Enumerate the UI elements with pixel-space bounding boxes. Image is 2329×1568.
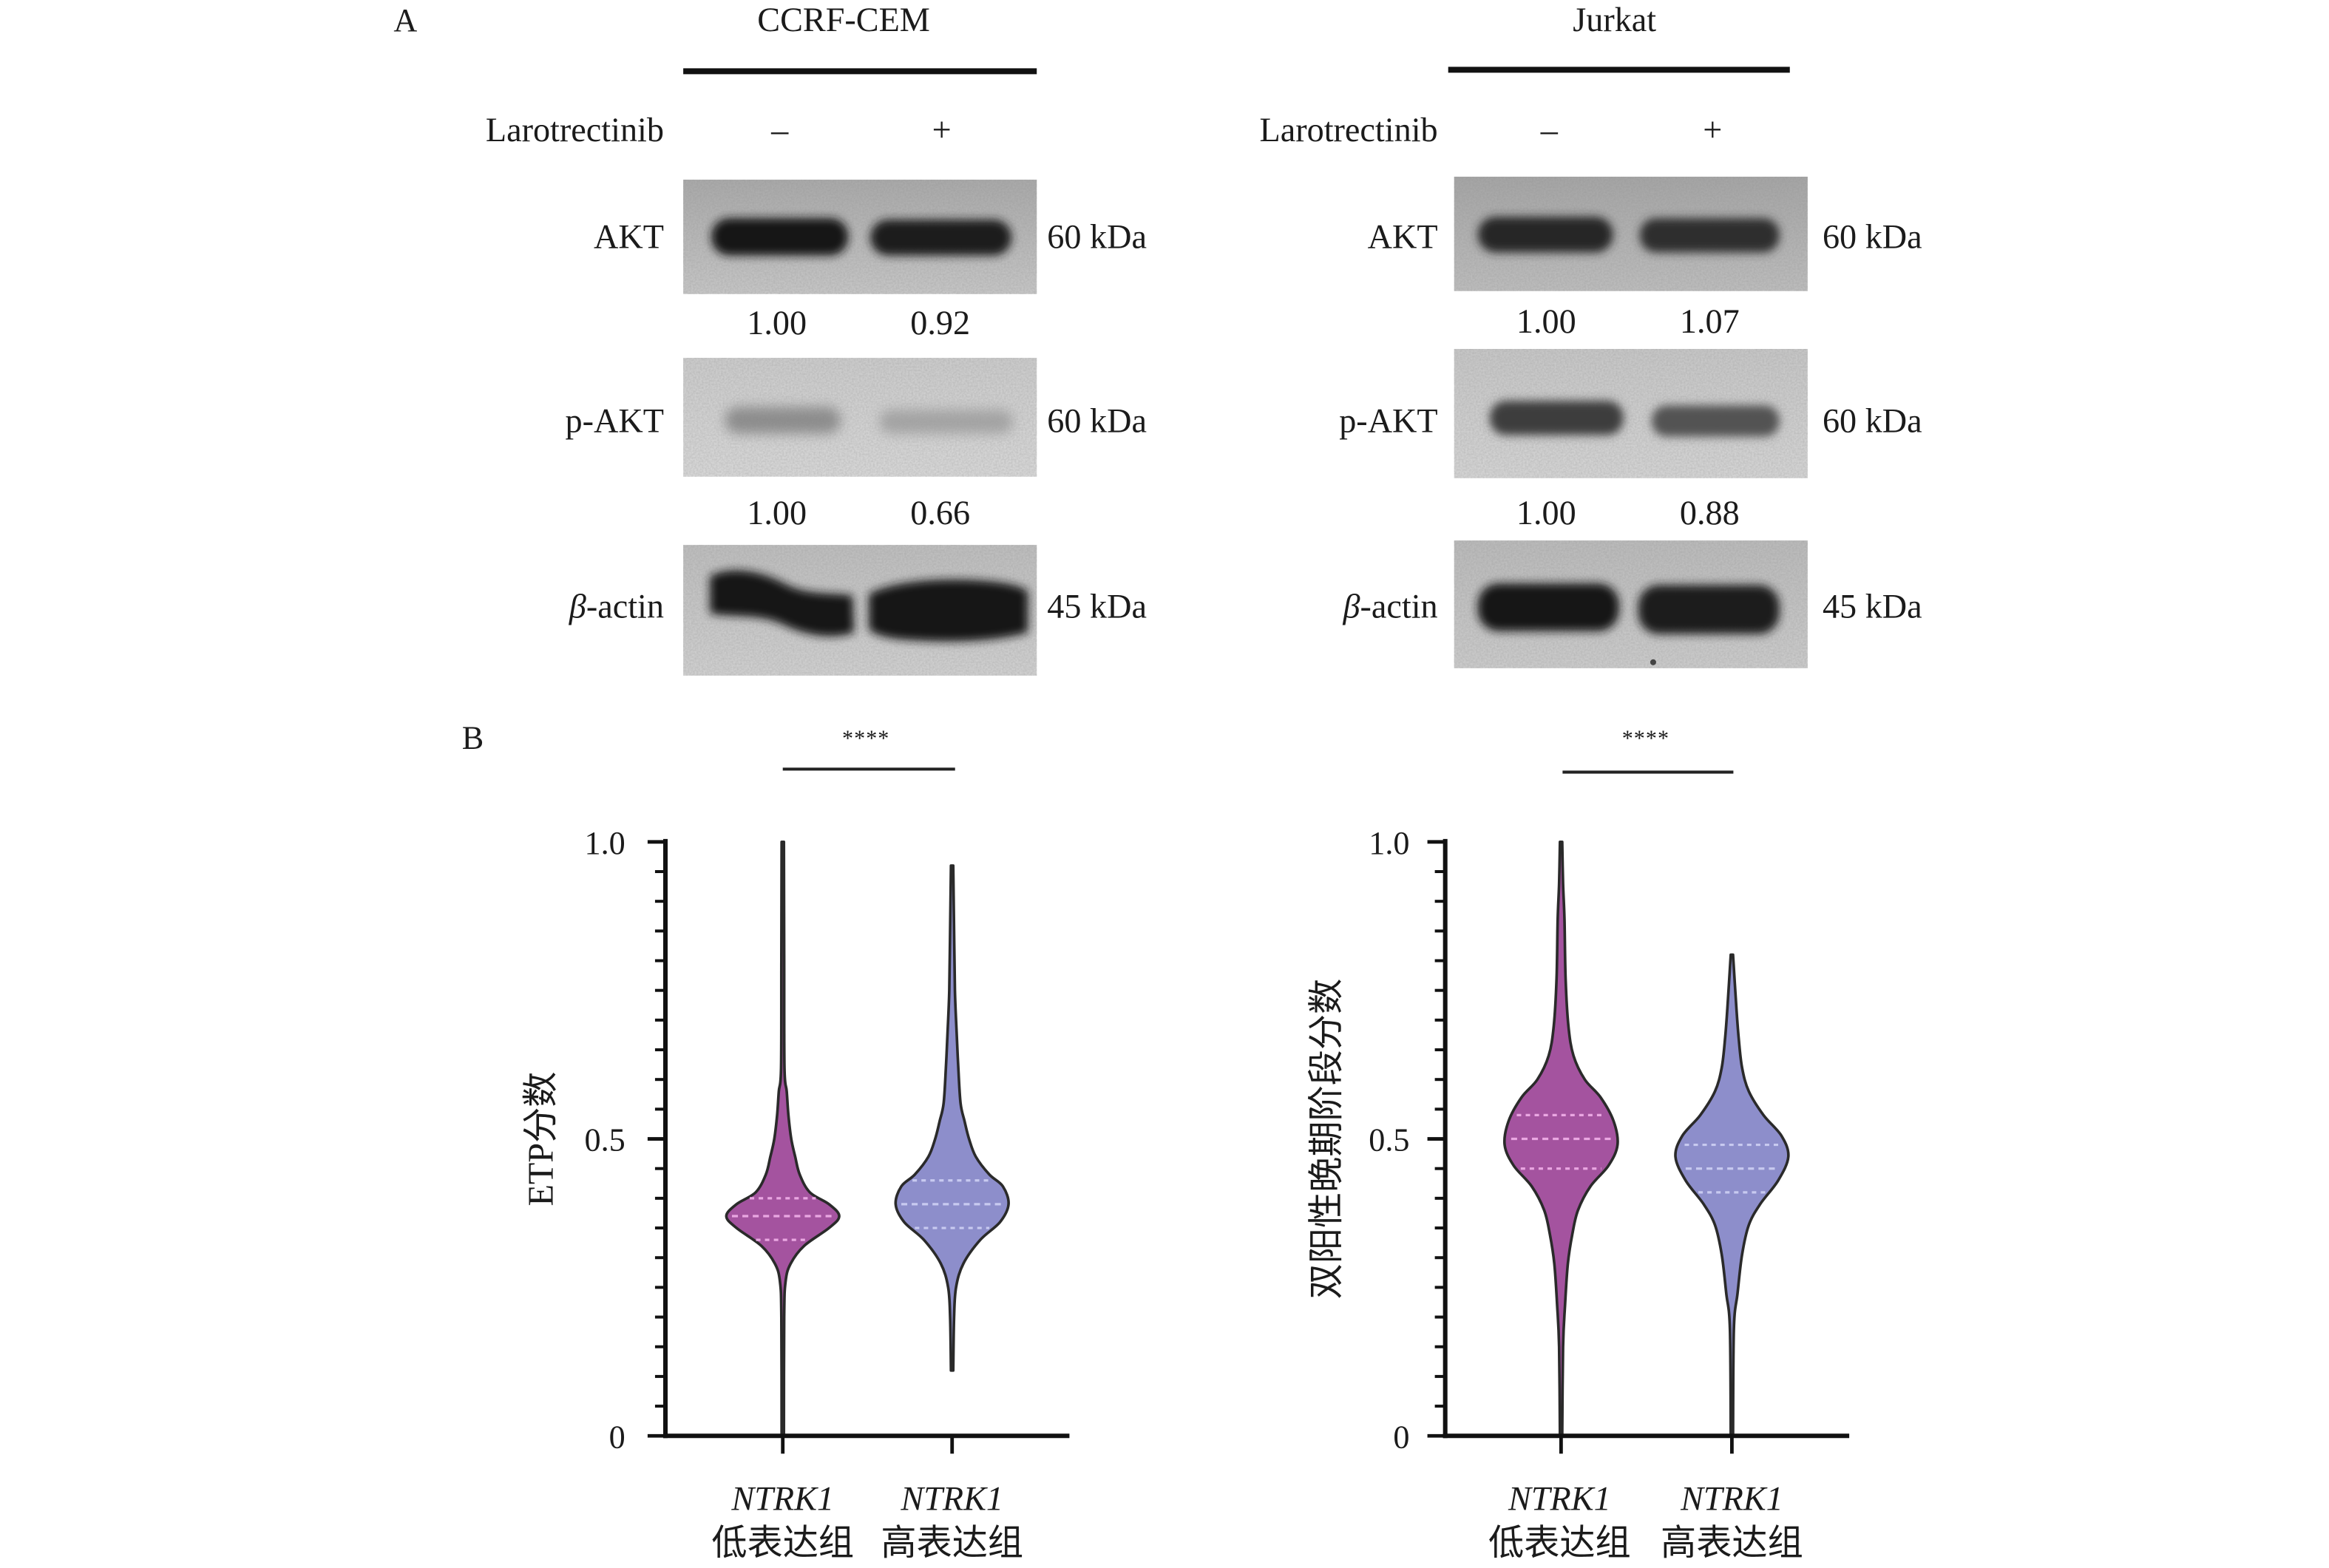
category-group-label: 低表达组 [711, 1524, 854, 1563]
treatment-label: Larotrectinib [486, 111, 664, 149]
violin-shape [1502, 841, 1619, 1438]
cell-line-title: Jurkat [1573, 1, 1656, 38]
band-lane-1 [710, 570, 855, 637]
molecular-weight: 60 kDa [1047, 401, 1147, 439]
blot-label: β-actin [569, 588, 664, 625]
violin-plot-etp: **** 0 0.5 1.0 ETP分数 NTRK1 低表达组 NTRK1 高表… [521, 725, 1070, 1563]
y-tick-label: 0.5 [585, 1122, 626, 1158]
violin-shape [1674, 953, 1790, 1438]
blot-label-greek: β [569, 588, 586, 625]
blot-label-greek: β [1342, 588, 1360, 625]
axis-ticks [647, 840, 955, 1454]
ratio-value: 1.00 [747, 304, 807, 342]
ratio-value: 0.92 [910, 304, 970, 342]
violin-shape [725, 841, 841, 1438]
band-lane-2 [1639, 218, 1780, 253]
violins [1502, 841, 1790, 1438]
panel-label-a: A [393, 2, 417, 38]
y-tick-label: 0.5 [1369, 1122, 1409, 1158]
blot-label: p-AKT [566, 401, 664, 439]
blot-label-rest: -actin [586, 588, 664, 625]
blot-p-akt [683, 358, 1037, 477]
blot-beta-actin [683, 545, 1037, 676]
band-lane-2 [869, 580, 1028, 642]
ratio-value: 0.66 [910, 494, 970, 532]
band-lane-2 [1651, 405, 1780, 437]
blot-label-rest: -actin [1360, 588, 1437, 625]
violins [725, 841, 1010, 1438]
blot-label: AKT [1368, 217, 1438, 255]
category-gene-label: NTRK1 [730, 1480, 834, 1518]
y-axis-title: 双阳性晚期阶段分数 [1307, 979, 1346, 1300]
ratio-value: 1.00 [747, 494, 807, 532]
category-group-label: 高表达组 [881, 1524, 1023, 1563]
panel-a: A CCRF-CEM Larotrectinib – + AKT 60 kDa … [393, 1, 1922, 676]
blot-label: p-AKT [1339, 401, 1437, 439]
blot-set-ccrf-cem: CCRF-CEM Larotrectinib – + AKT 60 kDa 1.… [486, 1, 1147, 676]
ratio-value: 0.88 [1680, 494, 1740, 532]
panel-b: B **** 0 0.5 1.0 ETP分数 NTRK1 低表达组 NTRK1 … [462, 719, 1850, 1563]
molecular-weight: 45 kDa [1047, 588, 1147, 625]
blot-akt [683, 180, 1037, 294]
y-tick-label: 1.0 [585, 825, 626, 861]
significance-label: **** [842, 725, 889, 750]
band-lane-2 [879, 410, 1014, 434]
significance-label: **** [1622, 725, 1669, 750]
y-tick-label: 0 [609, 1419, 626, 1455]
lane-plus-label: + [1703, 111, 1722, 149]
category-gene-label: NTRK1 [1508, 1480, 1611, 1518]
band-lane-2 [1638, 585, 1780, 634]
band-lane-2 [870, 220, 1012, 256]
ratio-value: 1.00 [1516, 494, 1576, 532]
lane-plus-label: + [932, 111, 952, 149]
band-lane-1 [711, 218, 849, 256]
blot-p-akt [1454, 349, 1808, 478]
violin-shape [894, 864, 1010, 1372]
panel-label-b: B [462, 719, 484, 756]
band-lane-1 [1477, 583, 1619, 631]
blot-beta-actin [1454, 540, 1808, 668]
band-lane-1 [1489, 401, 1624, 435]
lane-minus-label: – [770, 111, 789, 149]
molecular-weight: 60 kDa [1823, 217, 1922, 255]
y-tick-label: 1.0 [1369, 825, 1409, 861]
category-gene-label: NTRK1 [900, 1480, 1003, 1518]
molecular-weight: 60 kDa [1823, 401, 1922, 439]
y-axis-title: ETP分数 [521, 1072, 560, 1206]
category-group-label: 低表达组 [1488, 1524, 1631, 1563]
ratio-value: 1.07 [1680, 302, 1740, 340]
blot-label: β-actin [1342, 588, 1437, 625]
cell-line-title: CCRF-CEM [757, 1, 930, 38]
treatment-label: Larotrectinib [1260, 111, 1438, 149]
blot-set-jurkat: Jurkat Larotrectinib – + AKT 60 kDa 1.00… [1260, 1, 1922, 668]
violin-plot-dp-late: **** 0 0.5 1.0 双阳性晚期阶段分数 NTRK1 低表达组 NTRK… [1307, 725, 1850, 1563]
lane-minus-label: – [1540, 111, 1559, 149]
blot-label: AKT [594, 217, 664, 255]
blot-akt [1454, 177, 1808, 291]
band-lane-1 [1477, 217, 1613, 253]
category-gene-label: NTRK1 [1680, 1480, 1783, 1518]
molecular-weight: 45 kDa [1823, 588, 1922, 625]
y-tick-label: 0 [1393, 1419, 1409, 1455]
category-group-label: 高表达组 [1661, 1524, 1803, 1563]
ratio-value: 1.00 [1516, 302, 1576, 340]
membrane-speck [1650, 659, 1656, 665]
band-lane-1 [725, 407, 841, 434]
molecular-weight: 60 kDa [1047, 217, 1147, 255]
